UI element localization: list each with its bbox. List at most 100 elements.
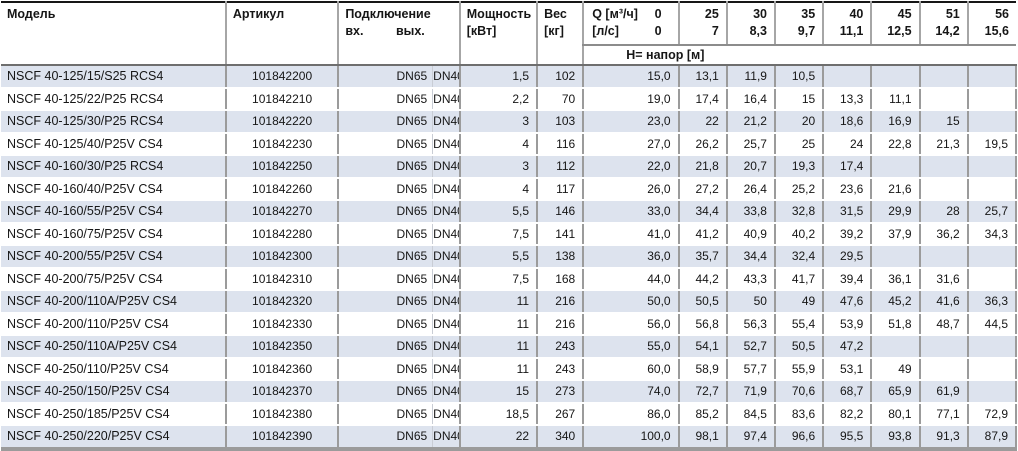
model-cell: NSCF 40-160/55/P25V CS4 (1, 200, 226, 224)
conn-out-cell: DN40 (432, 335, 460, 359)
head-value-cell: 22,0 (582, 155, 679, 179)
head-value-cell: 19,5 (966, 132, 1018, 156)
head-value-cell: 11,1 (870, 87, 920, 111)
model-cell: NSCF 40-250/110A/P25V CS4 (1, 335, 226, 359)
conn-out-cell: DN40 (432, 267, 460, 291)
head-value-cell: 41,7 (773, 267, 824, 291)
head-value-cell: 48,7 (918, 312, 968, 336)
conn-in-cell: DN65 (337, 200, 433, 224)
conn-in-cell: DN65 (337, 177, 433, 201)
power-cell: 11 (458, 357, 538, 381)
weight-cell: 168 (536, 267, 584, 291)
head-value-cell: 35,7 (677, 245, 727, 269)
head-value-cell: 15 (773, 87, 824, 111)
weight-cell: 102 (536, 65, 584, 89)
model-cell: NSCF 40-125/40/P25V CS4 (1, 132, 226, 156)
article-cell: 101842280 (224, 222, 339, 246)
head-value-cell: 77,1 (918, 402, 968, 426)
head-value-cell: 17,4 (677, 87, 727, 111)
conn-in-cell: DN65 (337, 380, 433, 404)
conn-out-cell: DN40 (432, 222, 460, 246)
power-cell: 11 (458, 335, 538, 359)
head-value-cell: 31,5 (822, 200, 872, 224)
head-value-cell: 51,8 (870, 312, 920, 336)
article-cell: 101842300 (224, 245, 339, 269)
head-value-cell: 68,7 (822, 380, 872, 404)
flow-m3h-zero: 0 (654, 7, 662, 21)
flow-m3h-value: 40 (849, 7, 864, 21)
power-header-label: Мощность (466, 7, 532, 21)
head-value-cell: 47,2 (822, 335, 872, 359)
conn-in-cell: DN65 (337, 87, 433, 111)
head-row-label: H= напор [м] (626, 47, 705, 62)
conn-out-cell: DN40 (432, 290, 460, 314)
head-value-cell (918, 155, 968, 179)
head-value-cell: 98,1 (677, 425, 727, 450)
head-value-cell: 20,7 (725, 155, 775, 179)
head-value-cell (966, 335, 1018, 359)
column-header-weight: Вес [кг] (536, 2, 584, 66)
conn-in-cell: DN65 (337, 402, 433, 426)
model-cell: NSCF 40-250/185/P25V CS4 (1, 402, 226, 426)
model-cell: NSCF 40-200/110/P25V CS4 (1, 312, 226, 336)
weight-cell: 70 (536, 87, 584, 111)
table-row: NSCF 40-250/150/P25V CS4 101842370 DN65 DN4… (1, 380, 1018, 404)
head-value-cell: 95,5 (822, 425, 872, 450)
flow-m3h-value: 25 (704, 7, 719, 21)
head-value-cell: 55,9 (773, 357, 824, 381)
head-value-cell: 52,7 (725, 335, 775, 359)
head-value-cell: 43,3 (725, 267, 775, 291)
head-value-cell: 29,5 (822, 245, 872, 269)
head-value-cell: 36,2 (918, 222, 968, 246)
flow-m3h-value: 45 (897, 7, 912, 21)
weight-cell: 243 (536, 357, 584, 381)
head-value-cell: 93,8 (870, 425, 920, 450)
head-value-cell (966, 65, 1018, 89)
conn-out-cell: DN40 (432, 357, 460, 381)
flow-ls-value: 9,7 (797, 24, 816, 38)
article-cell: 101842210 (224, 87, 339, 111)
head-value-cell: 34,4 (725, 245, 775, 269)
head-value-cell: 34,3 (966, 222, 1018, 246)
flow-column-header: 40 11,1 (822, 2, 872, 46)
head-value-cell: 16,4 (725, 87, 775, 111)
head-value-cell: 47,6 (822, 290, 872, 314)
head-value-cell: 58,9 (677, 357, 727, 381)
conn-out-cell: DN40 (432, 200, 460, 224)
conn-in-cell: DN65 (337, 312, 433, 336)
head-value-cell: 74,0 (582, 380, 679, 404)
flow-column-header: 35 9,7 (773, 2, 824, 46)
weight-cell: 267 (536, 402, 584, 426)
conn-out-cell: DN40 (432, 177, 460, 201)
head-value-cell: 28 (918, 200, 968, 224)
weight-cell: 273 (536, 380, 584, 404)
head-value-cell (966, 177, 1018, 201)
model-cell: NSCF 40-200/110A/P25V CS4 (1, 290, 226, 314)
weight-cell: 112 (536, 155, 584, 179)
head-value-cell (918, 357, 968, 381)
head-value-cell: 100,0 (582, 425, 679, 450)
head-value-cell (870, 335, 920, 359)
head-value-cell: 21,2 (725, 110, 775, 134)
connection-header-label: Подключение (345, 7, 431, 21)
flow-ls-zero-line: [л/с] 0 (584, 23, 677, 40)
conn-in-cell: DN65 (337, 245, 433, 269)
header-row-flow: Модель Артикул Подключение вх. вых. Мощн… (1, 2, 1016, 66)
conn-in-cell: DN65 (337, 290, 433, 314)
conn-out-cell: DN40 (432, 245, 460, 269)
table-row: NSCF 40-200/75/P25V CS4101842310DN65DN40… (1, 267, 1018, 291)
flow-ls-zero: 0 (654, 24, 662, 38)
head-value-cell: 96,6 (773, 425, 824, 450)
weight-cell: 243 (536, 335, 584, 359)
head-value-cell: 41,6 (918, 290, 968, 314)
head-value-cell: 33,0 (582, 200, 679, 224)
head-value-cell: 50,0 (582, 290, 679, 314)
power-cell: 4 (458, 177, 538, 201)
head-value-cell: 18,6 (822, 110, 872, 134)
flow-m3h-label: Q [м³/ч] (592, 7, 638, 21)
power-cell: 3 (458, 155, 538, 179)
model-cell: NSCF 40-200/75/P25V CS4 (1, 267, 226, 291)
weight-cell: 216 (536, 312, 584, 336)
article-cell: 101842330 (224, 312, 339, 336)
